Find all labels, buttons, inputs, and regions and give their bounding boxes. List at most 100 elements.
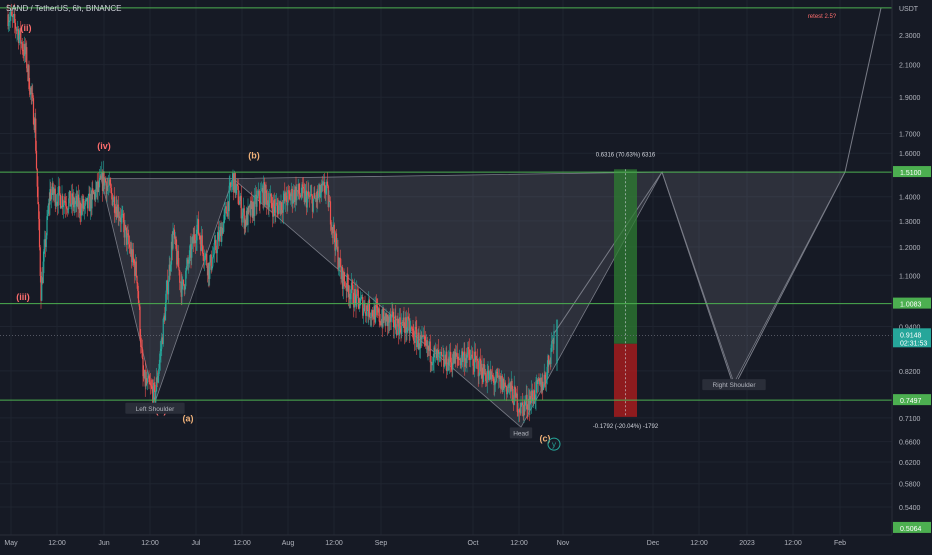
candle-body bbox=[310, 194, 312, 196]
candle-body bbox=[264, 184, 266, 205]
candle-body bbox=[27, 65, 29, 73]
candle-body bbox=[207, 263, 209, 276]
candle-body bbox=[383, 316, 386, 321]
price-tag-axis-min-bg bbox=[893, 521, 931, 533]
candle-body bbox=[173, 229, 176, 239]
candle-body bbox=[497, 372, 499, 378]
candle-body bbox=[17, 29, 20, 44]
candle-body bbox=[507, 387, 509, 388]
candle-body bbox=[295, 186, 297, 201]
candle-body bbox=[119, 217, 122, 222]
candle-body bbox=[308, 196, 311, 198]
candle-body bbox=[102, 171, 104, 191]
candle-body bbox=[244, 219, 246, 229]
candle-body bbox=[158, 359, 161, 369]
candle-body bbox=[293, 189, 296, 202]
candle-body bbox=[176, 248, 178, 265]
candle-body bbox=[193, 234, 195, 244]
candle-body bbox=[373, 306, 375, 320]
candle-body bbox=[499, 376, 501, 380]
candle-body bbox=[548, 360, 551, 365]
candle-body bbox=[14, 13, 16, 23]
candle-body bbox=[73, 196, 75, 208]
left-shoulder-label: Left Shoulder bbox=[136, 406, 176, 413]
candle-body bbox=[495, 371, 497, 381]
candle-body bbox=[521, 402, 523, 404]
candle-body bbox=[242, 212, 244, 216]
candle-body bbox=[197, 219, 199, 225]
candle-body bbox=[448, 358, 450, 366]
candle-body bbox=[131, 249, 133, 263]
candle-body bbox=[80, 203, 83, 216]
candle-body bbox=[198, 234, 200, 237]
candle-body bbox=[349, 293, 351, 300]
candle-body bbox=[509, 382, 511, 385]
candle-body bbox=[182, 279, 184, 282]
candle-body bbox=[62, 204, 65, 208]
candle-body bbox=[141, 347, 143, 358]
symbol-title[interactable]: SAND / TetherUS, 6h, BINANCE bbox=[6, 4, 122, 13]
candle-body bbox=[434, 351, 437, 352]
target-zone[interactable] bbox=[614, 169, 637, 344]
candle-body bbox=[272, 207, 274, 217]
right-shoulder-label: Right Shoulder bbox=[713, 382, 757, 389]
candle-body bbox=[202, 246, 204, 257]
horizontal-levels[interactable] bbox=[0, 7, 892, 401]
candle-body bbox=[524, 401, 526, 406]
candle-body bbox=[307, 191, 309, 196]
candle-body bbox=[188, 250, 191, 264]
x-tick-label: Jun bbox=[98, 540, 109, 547]
candle-body bbox=[512, 389, 514, 403]
candle-body bbox=[332, 227, 334, 234]
y-tick-label: 1.9000 bbox=[899, 95, 921, 102]
candle-body bbox=[79, 200, 81, 213]
candle-body bbox=[161, 337, 163, 349]
candle-body bbox=[91, 188, 93, 209]
candle-body bbox=[60, 206, 62, 209]
candle-body bbox=[92, 191, 95, 194]
candle-body bbox=[375, 305, 377, 307]
candle-body bbox=[78, 200, 80, 210]
candle-body bbox=[204, 254, 206, 261]
candle-body bbox=[454, 352, 456, 364]
candle-body bbox=[427, 346, 429, 350]
candle-body bbox=[533, 390, 536, 401]
candle-body bbox=[543, 374, 545, 387]
candle-body bbox=[41, 277, 44, 284]
candle-body bbox=[404, 317, 407, 334]
long-position-tool[interactable] bbox=[614, 169, 637, 417]
price-axis-bg bbox=[892, 0, 932, 550]
candle-body bbox=[59, 194, 62, 209]
candle-body bbox=[188, 263, 190, 265]
candle-body bbox=[547, 355, 549, 367]
candle-body bbox=[437, 349, 439, 361]
candle-body bbox=[56, 201, 58, 203]
candle-body bbox=[119, 216, 121, 218]
candle-body bbox=[455, 353, 458, 357]
candle-body bbox=[350, 282, 353, 294]
candle-body bbox=[308, 191, 310, 197]
candle-body bbox=[374, 306, 376, 323]
candle-body bbox=[466, 354, 468, 364]
right-shoulder-label-bg bbox=[702, 379, 766, 391]
candle-body bbox=[544, 374, 546, 380]
candle-body bbox=[541, 381, 543, 392]
candle-body bbox=[556, 319, 558, 364]
candle-body bbox=[524, 401, 527, 406]
candle-body bbox=[125, 225, 127, 228]
candle-body bbox=[516, 393, 518, 412]
candle-body bbox=[319, 184, 321, 198]
candle-body bbox=[388, 316, 390, 323]
candle-body bbox=[10, 11, 12, 17]
candle-body bbox=[113, 196, 115, 202]
stop-zone[interactable] bbox=[614, 343, 637, 417]
candle-body bbox=[374, 305, 377, 323]
candle-body bbox=[446, 351, 448, 372]
candle-body bbox=[362, 297, 364, 316]
candle-body bbox=[151, 386, 153, 389]
candle-body bbox=[34, 118, 36, 130]
candle-body bbox=[19, 28, 21, 36]
candle-body bbox=[530, 390, 533, 403]
